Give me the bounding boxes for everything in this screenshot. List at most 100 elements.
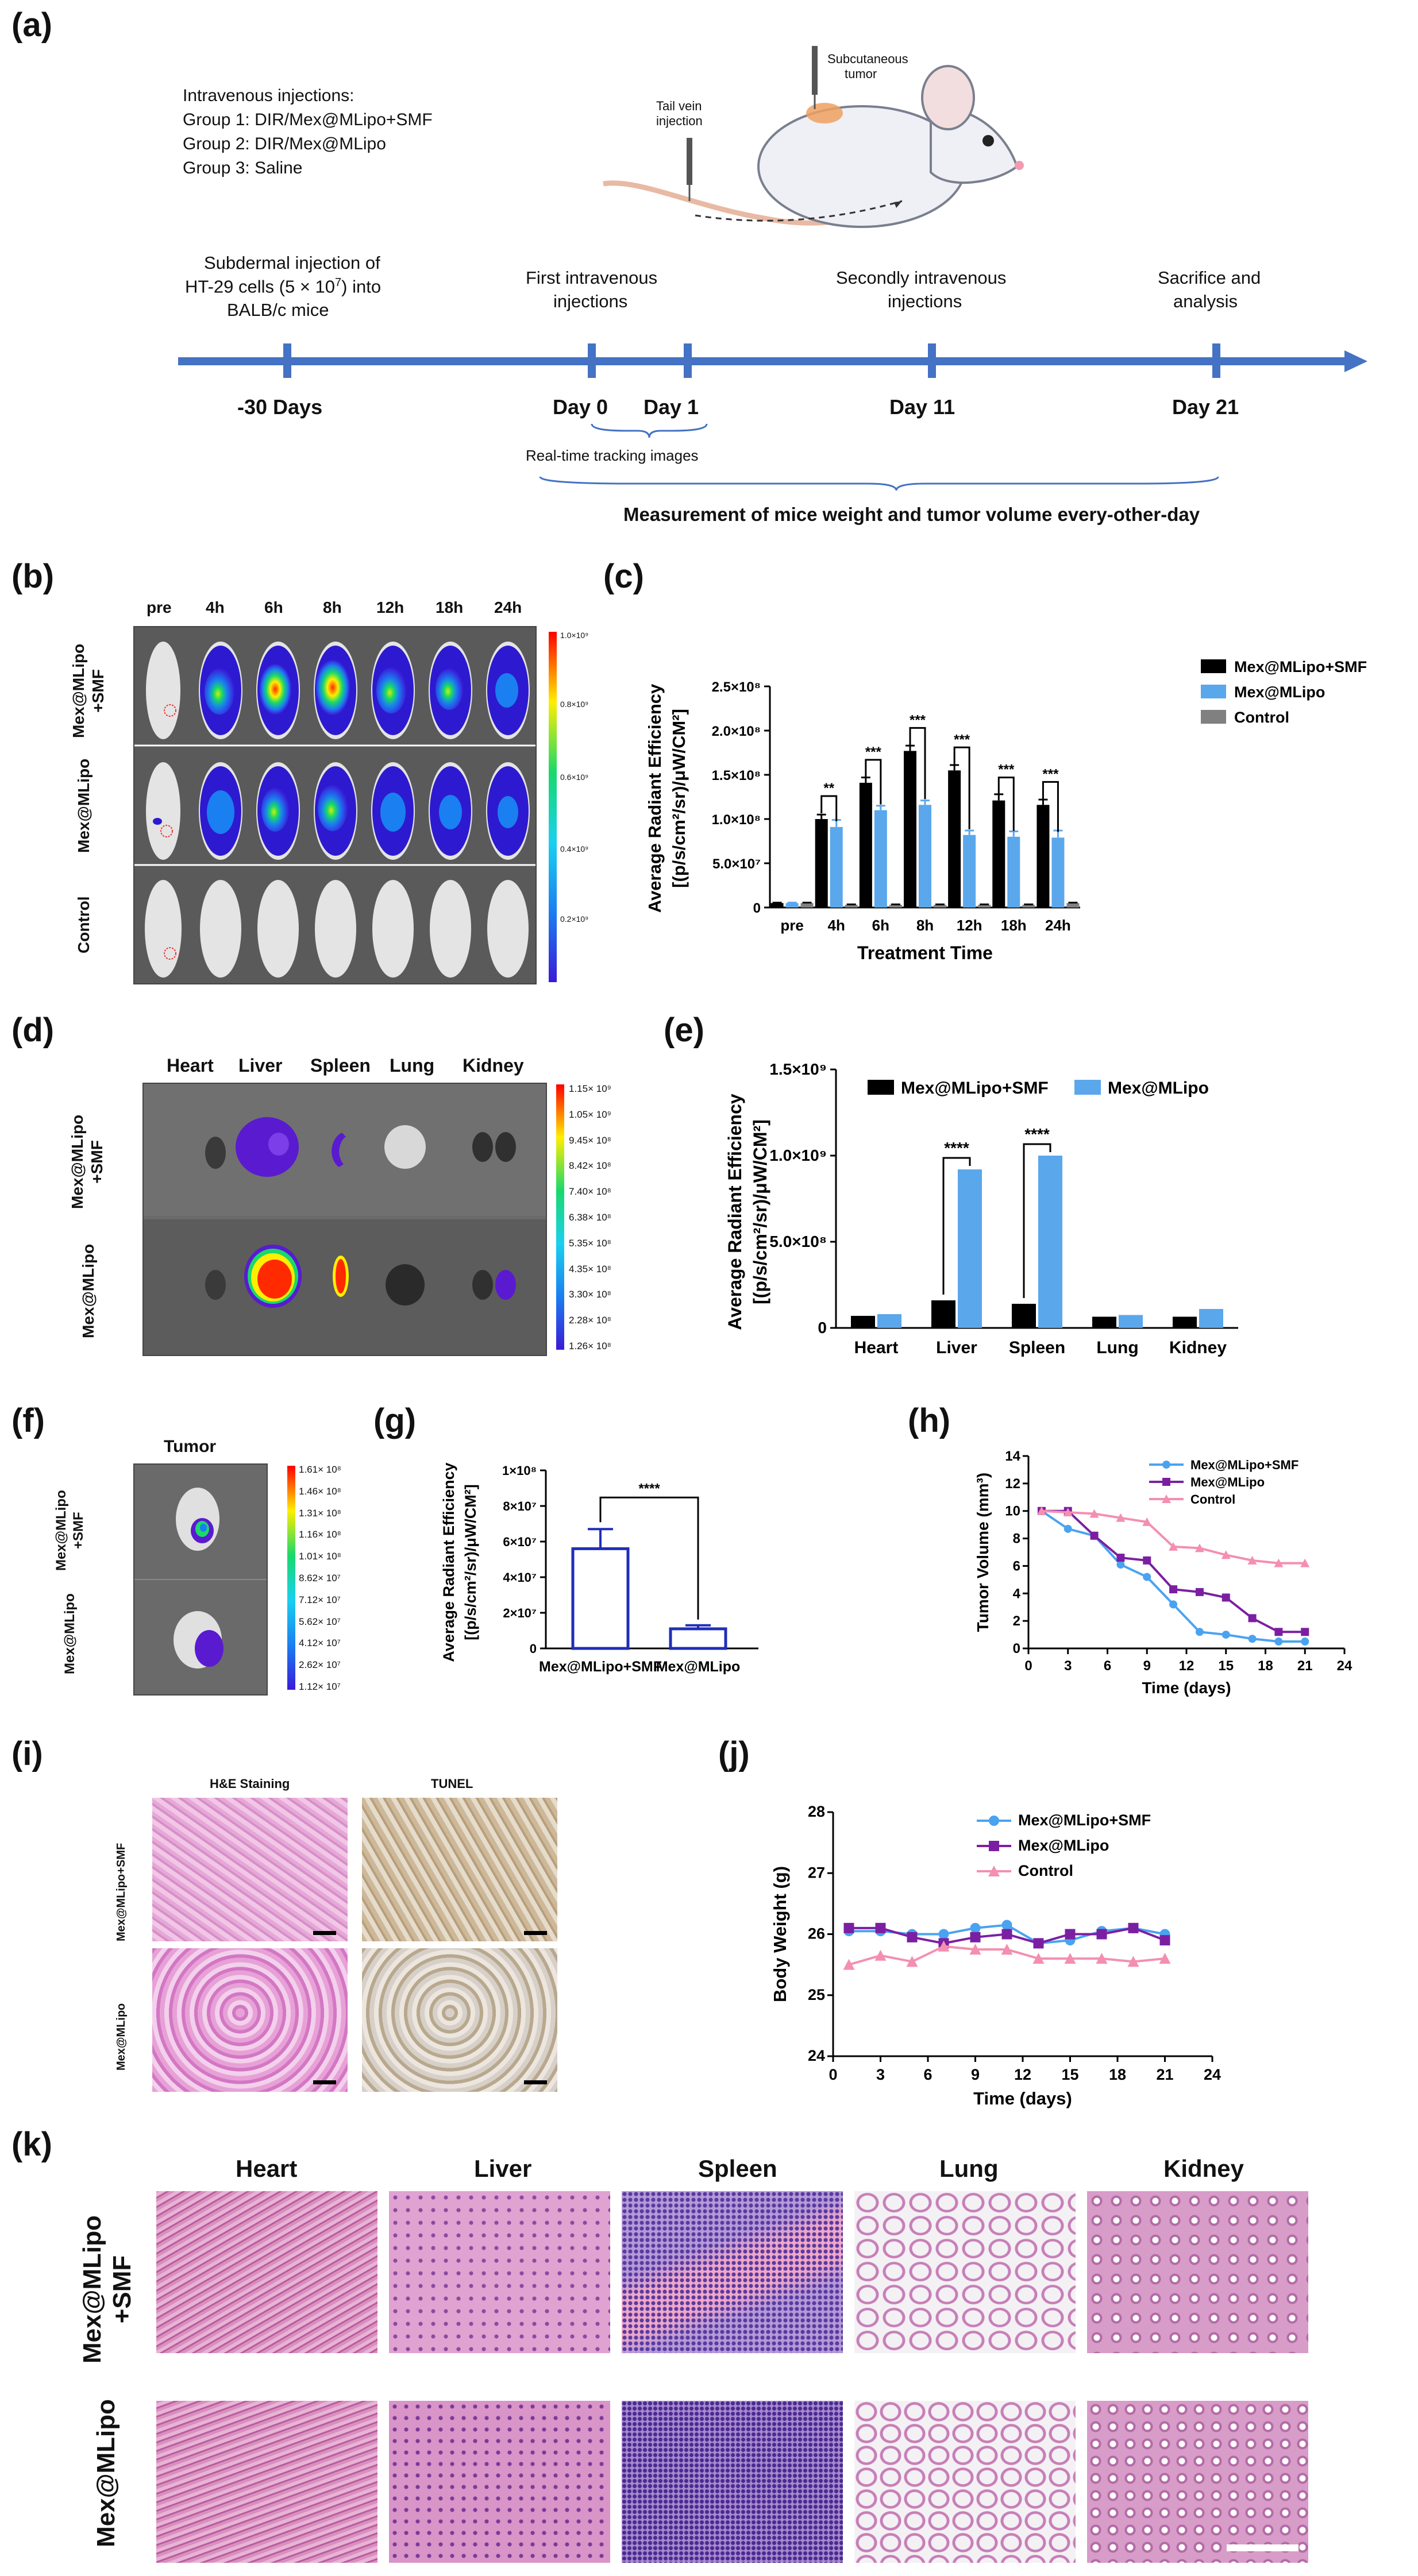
day0-label: Day 0 (553, 395, 608, 419)
data-point (1128, 1922, 1139, 1933)
bar (1036, 805, 1050, 907)
significance-label: ** (823, 781, 834, 796)
bar (889, 905, 902, 907)
k-lung-row2 (854, 2401, 1076, 2563)
bar (1199, 1309, 1223, 1328)
tail-vein-label: Tail vein (656, 99, 702, 113)
data-point (1065, 1929, 1076, 1940)
data-point (1036, 1506, 1046, 1515)
colorbar-b-tick: 0.6×10⁹ (560, 773, 589, 782)
x-tick-label: 21 (1156, 2066, 1173, 2083)
y-tick-label: 0 (1013, 1641, 1020, 1656)
data-point (1033, 1938, 1044, 1949)
y-tick-label: 1.0×10⁸ (712, 812, 761, 828)
x-tick-label: 12h (957, 917, 982, 934)
tp-label: 6h (264, 598, 283, 616)
y-tick-label: 25 (808, 1986, 825, 2003)
bar (845, 905, 858, 907)
colorbar-b-tick: 0.4×10⁹ (560, 844, 589, 853)
y-axis-title-units: [(p/s/cm²/sr)/μW/CM²] (669, 709, 689, 888)
y-axis-title: Average Radiant Efficiency (725, 1094, 745, 1330)
data-point (1221, 1550, 1231, 1559)
significance-label: *** (954, 732, 970, 747)
significance-label: **** (1024, 1125, 1050, 1143)
colorbar-tick: 3.30× 10⁸ (569, 1289, 611, 1300)
bar (785, 903, 799, 907)
colorbar-tick: 1.01× 10⁸ (299, 1551, 341, 1562)
x-tick-label: Liver (936, 1338, 977, 1357)
panel-b-colorbar (549, 632, 557, 982)
data-point (843, 1959, 855, 1970)
data-point (907, 1932, 918, 1942)
y-tick-label: 2.0×10⁸ (712, 724, 761, 739)
data-point (938, 1929, 949, 1940)
significance-label: *** (1042, 766, 1059, 782)
k-heart-row1 (156, 2191, 377, 2353)
y-tick-label: 2×10⁷ (503, 1606, 537, 1620)
legend-label: Control (1234, 709, 1289, 726)
panel-label-e: (e) (664, 1011, 704, 1049)
panel-f-row2-label: Mex@MLipo (62, 1593, 78, 1674)
legend-label: Mex@MLipo+SMF (1190, 1458, 1298, 1472)
data-point (1159, 1953, 1171, 1964)
x-tick-label: 8h (916, 917, 934, 934)
legend-marker (988, 1866, 1000, 1876)
data-point (1169, 1600, 1178, 1609)
tp-label: 12h (376, 598, 404, 616)
data-point (906, 1956, 918, 1967)
bar (1119, 1315, 1143, 1328)
y-tick-label: 28 (808, 1803, 825, 1820)
group1-label: Group 1: DIR/Mex@MLipo+SMF (183, 110, 433, 129)
tp-label: 8h (323, 598, 342, 616)
y-tick-label: 26 (808, 1925, 825, 1942)
x-tick-label: 24 (1337, 1658, 1353, 1674)
y-tick-label: 8×10⁷ (503, 1499, 537, 1513)
k-spleen-row2 (622, 2401, 843, 2563)
x-axis-title: Time (days) (973, 2088, 1072, 2108)
panel-f-title: Tumor (164, 1437, 217, 1456)
chart-j: 24 25 26 27 28 0 3 6 9 12 15 18 21 24 Mex@MLipo+SMF Mex… (770, 1803, 1221, 2108)
x-tick-label: 12 (1179, 1658, 1194, 1674)
scale-bar (313, 1931, 336, 1935)
data-point (1169, 1585, 1178, 1594)
y-axis-title: Average Radiant Efficiency (440, 1462, 457, 1662)
y-tick-label: 1×10⁸ (502, 1463, 537, 1478)
colorbar-tick: 1.26× 10⁸ (569, 1341, 611, 1351)
y-tick-label: 4×10⁷ (503, 1570, 537, 1585)
x-tick-label: 12 (1014, 2066, 1031, 2083)
data-point (1143, 1573, 1151, 1581)
y-axis-title-units: [(p/s/cm²/sr)/μW/CM²] (462, 1484, 479, 1640)
subcutaneous-label: Subcutaneous (827, 52, 908, 66)
bar (877, 1314, 901, 1328)
y-tick-label: 2 (1013, 1613, 1020, 1629)
data-point (1301, 1637, 1309, 1646)
panel-d-organ-image (142, 1083, 547, 1356)
event3-line2: injections (888, 291, 962, 311)
bar (1092, 1316, 1116, 1328)
data-point (1169, 1542, 1178, 1551)
legend-marker (1162, 1461, 1170, 1469)
organ-label: Heart (167, 1055, 214, 1076)
colorbar-tick: 4.12× 10⁷ (299, 1637, 341, 1649)
significance-bracket (909, 727, 926, 800)
day1-label: Day 1 (644, 395, 699, 419)
legend-marker (989, 1816, 999, 1826)
legend-label: Mex@MLipo (1018, 1837, 1109, 1854)
data-point (1159, 1935, 1170, 1946)
ivis-mouse-images (134, 642, 535, 978)
data-point (1064, 1953, 1076, 1964)
mouse-illustration (603, 46, 1024, 228)
legend-label: Mex@MLipo+SMF (1018, 1812, 1151, 1829)
significance-bracket (1042, 781, 1059, 832)
data-point (874, 1949, 887, 1961)
data-point (1195, 1628, 1204, 1636)
series-line (1041, 1509, 1305, 1633)
x-tick-label: 6 (923, 2066, 932, 2083)
organ-label: Kidney (463, 1055, 524, 1076)
y-axis-title: Tumor Volume (mm³) (974, 1473, 992, 1632)
day21-label: Day 21 (1172, 395, 1239, 419)
data-point (970, 1932, 981, 1942)
significance-bracket (997, 777, 1015, 831)
bar (800, 903, 814, 907)
y-tick-label: 1.5×10⁸ (712, 768, 761, 783)
